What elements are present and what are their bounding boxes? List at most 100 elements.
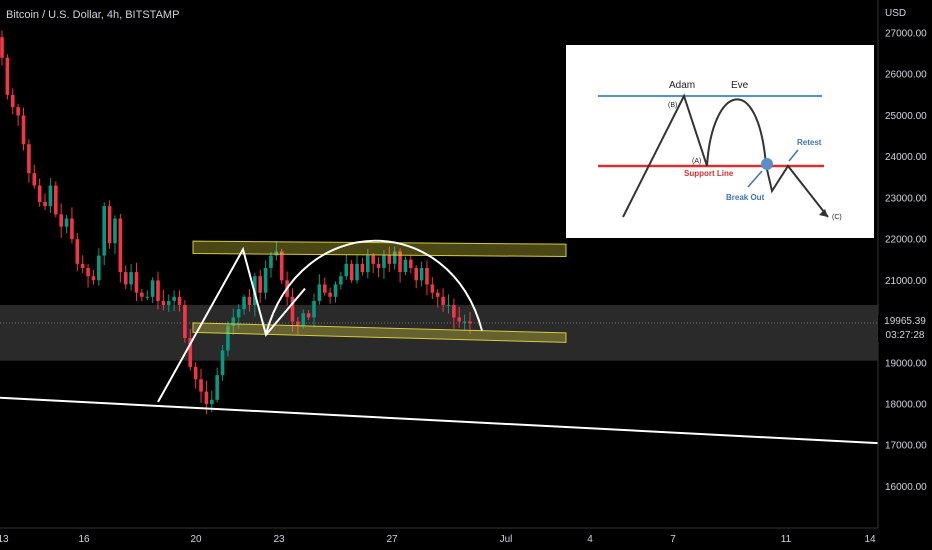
candle-body bbox=[306, 313, 311, 318]
chart-title: Bitcoin / U.S. Dollar, 4h, BITSTAMP bbox=[6, 9, 180, 21]
candle-body bbox=[242, 296, 246, 310]
candle-body bbox=[129, 272, 133, 285]
candle-body bbox=[215, 375, 219, 400]
a-label: (A) bbox=[692, 158, 701, 165]
x-tick-label: 14 bbox=[864, 534, 876, 545]
candle-body bbox=[226, 325, 230, 351]
candle-body bbox=[419, 267, 424, 281]
candle-body bbox=[21, 115, 26, 145]
candle-body bbox=[387, 255, 392, 264]
break-out-point bbox=[761, 158, 773, 170]
y-tick-label: 23000.00 bbox=[885, 193, 927, 204]
candle-body bbox=[156, 280, 160, 301]
countdown-badge: 03:27:28 bbox=[878, 329, 932, 342]
candle-body bbox=[188, 338, 193, 367]
candle-body bbox=[150, 280, 155, 297]
x-tick-label: Jul bbox=[500, 534, 513, 545]
c-label: (C) bbox=[832, 214, 842, 221]
currency-label: USD bbox=[885, 8, 906, 19]
break-out-label: Break Out bbox=[726, 193, 765, 202]
candle-body bbox=[27, 144, 31, 174]
candle-body bbox=[118, 218, 123, 273]
candle-body bbox=[403, 259, 408, 273]
eve-arc-drawing bbox=[265, 239, 483, 335]
candle-body bbox=[279, 251, 284, 281]
candle-body bbox=[86, 267, 90, 277]
candle-body bbox=[209, 399, 214, 404]
candle-body bbox=[32, 173, 37, 186]
candle-body bbox=[64, 218, 69, 227]
candle-body bbox=[53, 185, 58, 215]
candle-body bbox=[398, 251, 402, 273]
candle-body bbox=[80, 263, 85, 268]
resistance-zone bbox=[192, 240, 567, 258]
x-tick-label: 4 bbox=[587, 534, 593, 545]
retest-arrow bbox=[788, 149, 799, 162]
candle-body bbox=[140, 292, 144, 297]
candle-body bbox=[355, 263, 359, 281]
candle-body bbox=[70, 218, 74, 240]
adam-label: Adam bbox=[669, 80, 695, 91]
candle-body bbox=[371, 255, 375, 264]
candle-body bbox=[231, 317, 236, 326]
y-tick-label: 19000.00 bbox=[885, 358, 927, 369]
candle-body bbox=[414, 267, 419, 281]
gray-support-zone bbox=[0, 305, 878, 361]
candle-body bbox=[317, 284, 322, 301]
candle-body bbox=[263, 267, 268, 293]
candle-body bbox=[204, 391, 209, 404]
candle-body bbox=[145, 296, 150, 298]
candle-body bbox=[409, 259, 413, 268]
y-tick-label: 27000.00 bbox=[885, 29, 927, 40]
candle-body bbox=[172, 296, 176, 301]
y-tick-label: 25000.00 bbox=[885, 111, 927, 122]
candle-body bbox=[446, 305, 451, 307]
candle-body bbox=[322, 284, 327, 293]
candle-body bbox=[452, 305, 456, 318]
candle-body bbox=[91, 276, 96, 281]
break-out-path bbox=[765, 164, 829, 218]
candle-body bbox=[236, 309, 241, 318]
y-tick-label: 26000.00 bbox=[885, 70, 927, 81]
y-tick-label: 17000.00 bbox=[885, 441, 927, 452]
candle-body bbox=[328, 292, 332, 297]
candle-body bbox=[5, 57, 10, 95]
candle-body bbox=[10, 94, 15, 108]
break-out-arrow bbox=[747, 170, 763, 188]
candle-body bbox=[344, 263, 349, 277]
support-line-label: Support Line bbox=[684, 169, 734, 178]
candle-body bbox=[312, 300, 316, 318]
time-axis[interactable]: 13 16 20 23 27 Jul 4 7 11 14 bbox=[0, 534, 876, 545]
candle-body bbox=[392, 251, 397, 264]
x-tick-label: 23 bbox=[273, 534, 285, 545]
candle-body bbox=[59, 214, 63, 227]
candle-body bbox=[468, 321, 472, 324]
candle-body bbox=[247, 296, 252, 306]
candle-body bbox=[199, 379, 203, 392]
candle-body bbox=[290, 296, 295, 322]
y-tick-label: 24000.00 bbox=[885, 152, 927, 163]
candle-body bbox=[269, 255, 273, 268]
candle-body bbox=[435, 292, 440, 297]
candle-body bbox=[193, 366, 198, 380]
candle-body bbox=[43, 202, 47, 207]
eve-path bbox=[706, 98, 767, 167]
support-band bbox=[192, 322, 567, 343]
retest-label: Retest bbox=[797, 138, 822, 147]
candle-body bbox=[333, 284, 338, 297]
arrow-head-icon bbox=[819, 209, 828, 217]
candle-body bbox=[37, 185, 42, 203]
candle-body bbox=[161, 300, 166, 306]
candle-body bbox=[75, 239, 80, 264]
candle-body bbox=[462, 321, 467, 323]
price-axis[interactable]: 27000.00 26000.00 25000.00 24000.00 23000.00… bbox=[885, 29, 927, 493]
x-tick-label: 16 bbox=[78, 534, 90, 545]
y-tick-label: 22000.00 bbox=[885, 235, 927, 246]
candle-body bbox=[360, 263, 365, 273]
adam-path bbox=[622, 93, 708, 218]
candle-body bbox=[441, 296, 445, 306]
candle-body bbox=[16, 107, 20, 116]
candle-body bbox=[274, 251, 279, 256]
eve-label: Eve bbox=[731, 80, 749, 91]
candle-body bbox=[183, 305, 187, 339]
